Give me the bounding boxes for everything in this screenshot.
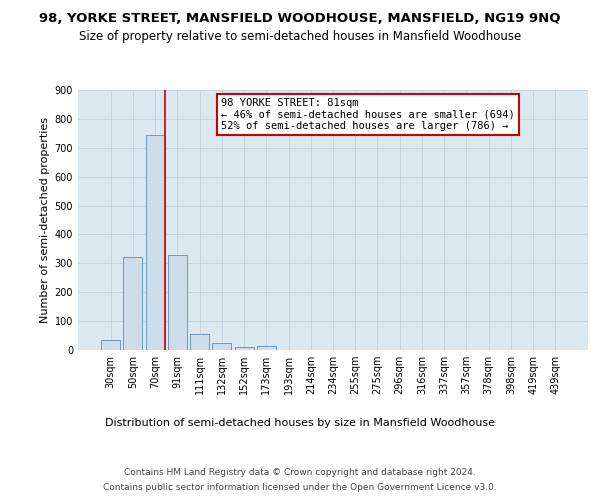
Text: Contains public sector information licensed under the Open Government Licence v3: Contains public sector information licen… [103, 483, 497, 492]
Y-axis label: Number of semi-detached properties: Number of semi-detached properties [40, 117, 50, 323]
Bar [190, 334, 209, 350]
Text: Distribution of semi-detached houses by size in Mansfield Woodhouse: Distribution of semi-detached houses by … [105, 418, 495, 428]
Bar [146, 135, 164, 350]
Text: 98 YORKE STREET: 81sqm
← 46% of semi-detached houses are smaller (694)
52% of se: 98 YORKE STREET: 81sqm ← 46% of semi-det… [221, 98, 515, 131]
Bar [101, 340, 120, 350]
Bar [235, 346, 254, 350]
Bar [124, 257, 142, 350]
Text: Contains HM Land Registry data © Crown copyright and database right 2024.: Contains HM Land Registry data © Crown c… [124, 468, 476, 477]
Text: Size of property relative to semi-detached houses in Mansfield Woodhouse: Size of property relative to semi-detach… [79, 30, 521, 43]
Text: 98, YORKE STREET, MANSFIELD WOODHOUSE, MANSFIELD, NG19 9NQ: 98, YORKE STREET, MANSFIELD WOODHOUSE, M… [39, 12, 561, 26]
Bar [212, 343, 231, 350]
Bar [257, 346, 276, 350]
Bar [168, 254, 187, 350]
